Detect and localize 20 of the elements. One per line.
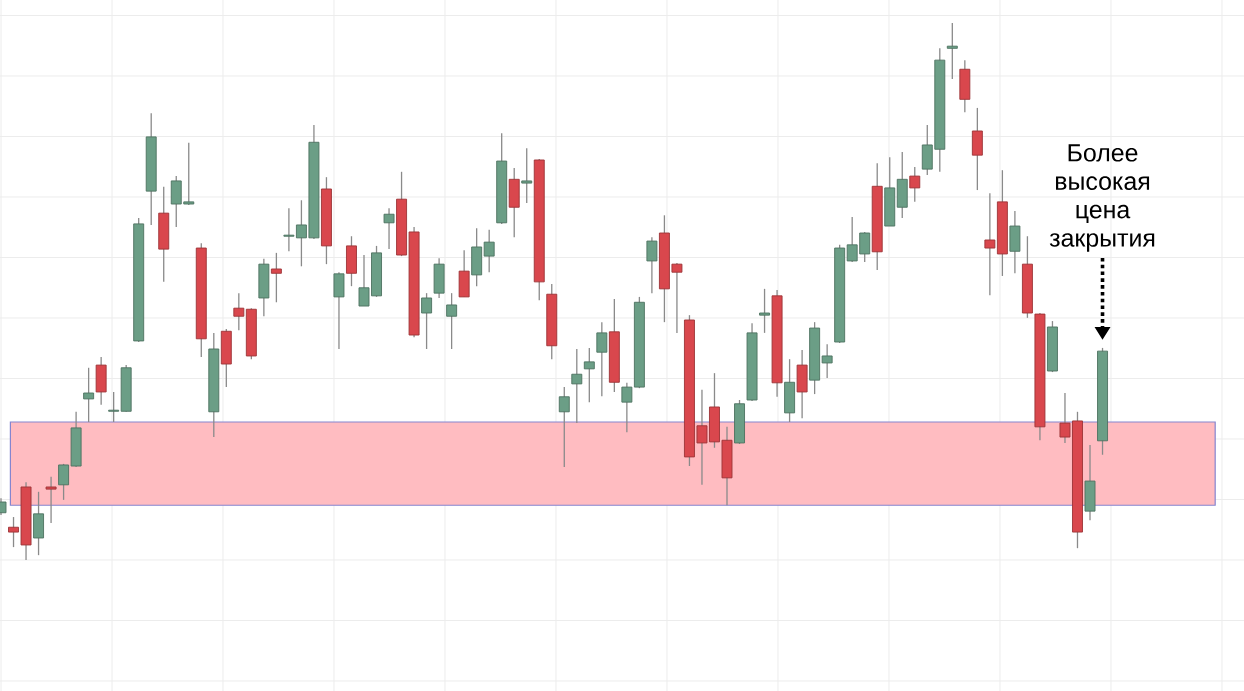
candlestick xyxy=(446,292,458,350)
candlestick xyxy=(270,252,282,303)
candlestick xyxy=(646,236,658,294)
candlestick xyxy=(909,166,921,203)
candlestick xyxy=(383,207,395,250)
candlestick xyxy=(946,22,958,80)
candlestick xyxy=(421,292,433,350)
candlestick xyxy=(83,367,95,423)
candlestick xyxy=(583,347,595,403)
candlestick xyxy=(333,271,345,350)
candlestick xyxy=(483,229,495,273)
candlestick xyxy=(558,386,570,468)
candlestick xyxy=(521,147,533,204)
candlestick xyxy=(233,292,245,331)
candlestick xyxy=(596,321,608,397)
candlestick xyxy=(108,391,120,423)
candlestick xyxy=(45,476,57,524)
candlestick xyxy=(759,288,771,334)
candlestick xyxy=(571,348,583,424)
annotation: Более высокая цена закрытия xyxy=(1049,144,1155,252)
